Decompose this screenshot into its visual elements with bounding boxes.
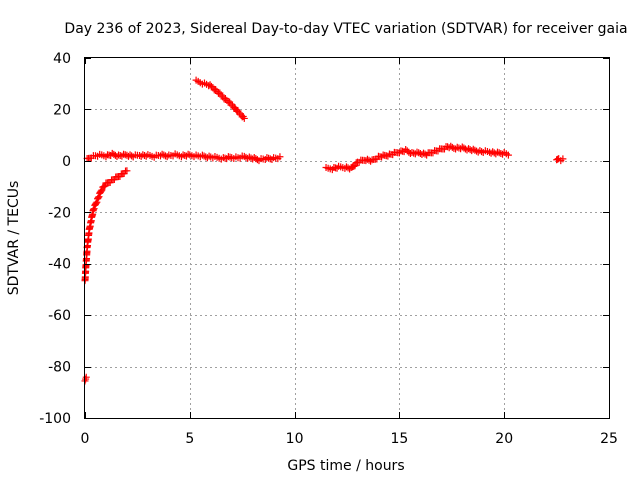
ticks: 0 5 10 15 20 25 -100 -80 -60 -40 -20 0 20 40 — [39, 51, 618, 447]
y-tick-label: -100 — [39, 411, 71, 427]
data-point — [128, 152, 136, 160]
x-tick-label: 10 — [286, 431, 304, 447]
data-point — [205, 152, 213, 160]
series-0 — [83, 149, 284, 165]
plot-frame — [84, 57, 610, 419]
data-point — [95, 193, 103, 201]
data-point — [504, 151, 512, 159]
data-point — [207, 82, 215, 90]
x-tick-label: 25 — [600, 431, 618, 447]
x-tick-label: 0 — [81, 431, 90, 447]
x-axis-label: GPS time / hours — [287, 458, 404, 474]
x-tick-label: 20 — [495, 431, 513, 447]
y-tick-label: 0 — [62, 154, 71, 170]
data-point — [93, 198, 101, 206]
y-axis-label: SDTVAR / TECUs — [6, 181, 22, 296]
data-point — [89, 206, 97, 214]
data-point — [276, 153, 284, 161]
data-point — [98, 186, 106, 194]
series-1 — [81, 167, 131, 285]
y-tick-label: -80 — [48, 360, 71, 376]
x-tick-label: 5 — [185, 431, 194, 447]
data-point — [478, 148, 486, 156]
series-4 — [322, 142, 512, 174]
x-tick-label: 15 — [390, 431, 408, 447]
data-point — [493, 148, 501, 156]
series-5 — [553, 155, 567, 165]
chart-title: Day 236 of 2023, Sidereal Day-to-day VTE… — [64, 21, 627, 37]
data-point — [142, 152, 150, 160]
grid — [85, 58, 609, 418]
data-point — [559, 155, 567, 163]
y-tick-label: -20 — [48, 205, 71, 221]
data-point — [240, 114, 248, 122]
y-tick-label: -40 — [48, 257, 71, 273]
data-point — [421, 150, 429, 158]
data-point — [90, 205, 98, 213]
y-tick-label: 40 — [53, 51, 71, 67]
data-point — [92, 199, 100, 207]
data-point — [198, 151, 206, 159]
data-layer — [81, 76, 567, 385]
data-point — [163, 153, 171, 161]
data-point — [123, 167, 131, 175]
data-point — [97, 187, 105, 195]
data-point — [158, 150, 166, 158]
y-tick-label: -60 — [48, 308, 71, 324]
data-point — [82, 373, 90, 381]
data-point — [94, 194, 102, 202]
series-2 — [81, 373, 90, 385]
y-tick-label: 20 — [53, 102, 71, 118]
series-3 — [192, 76, 248, 122]
data-point — [367, 157, 375, 165]
data-point — [413, 148, 421, 156]
data-point — [351, 162, 359, 170]
